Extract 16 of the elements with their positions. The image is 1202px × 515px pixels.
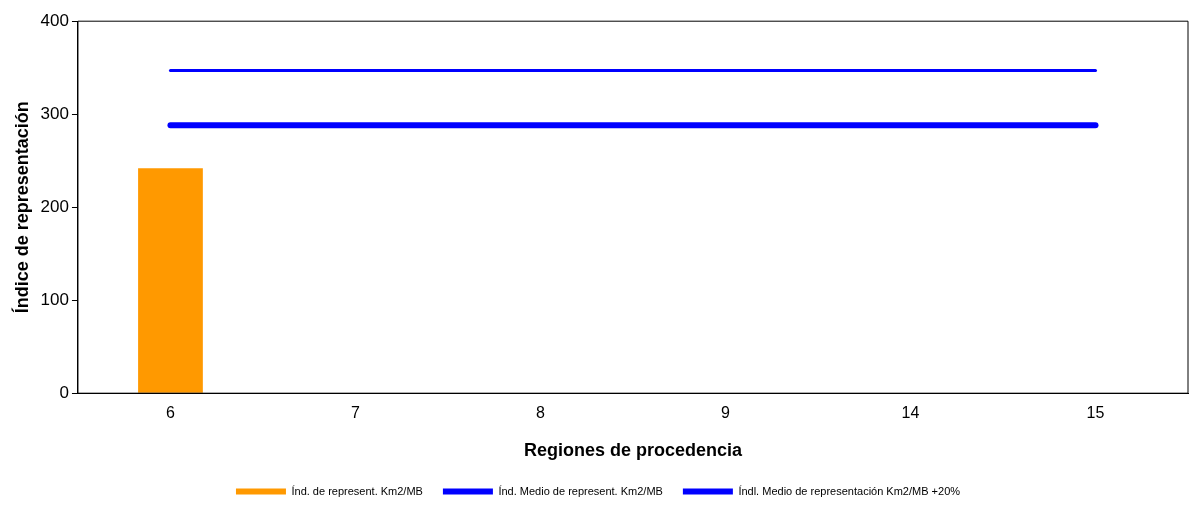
legend-label: Índ. de represent. Km2/MB [291, 484, 423, 497]
y-tick-label: 0 [59, 382, 69, 402]
y-tick-label: 400 [40, 10, 69, 30]
x-tick-label: 8 [536, 404, 546, 422]
x-tick-label: 6 [166, 404, 176, 422]
y-axis-title: Índice de representación [10, 101, 32, 314]
x-tick-label: 14 [901, 404, 920, 422]
legend-label: Índl. Medio de representación Km2/MB +20% [738, 484, 961, 497]
legend-label: Índ. Medio de represent. Km2/MB [498, 484, 663, 497]
x-tick-label: 9 [721, 404, 731, 422]
x-tick-label: 15 [1086, 404, 1105, 422]
x-tick-label: 7 [351, 404, 361, 422]
y-tick-label: 300 [40, 103, 69, 123]
x-axis-title: Regiones de procedencia [523, 440, 743, 461]
y-tick-label: 100 [40, 289, 69, 309]
y-tick-label: 200 [40, 196, 69, 216]
